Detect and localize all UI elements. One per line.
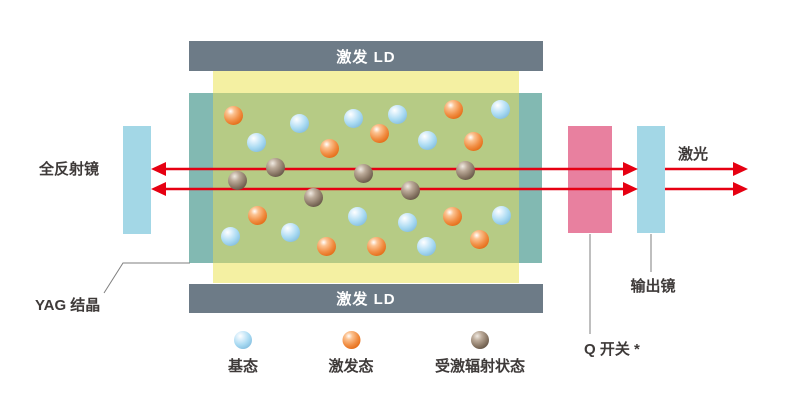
output-mirror-body xyxy=(637,126,665,233)
ground-state-ball-icon xyxy=(233,331,252,349)
excitation-ld-top-bar: 激发 LD xyxy=(189,41,543,71)
excited-state-ball-icon xyxy=(341,331,360,349)
cavity-beam-lower-arrow-left-icon xyxy=(151,182,166,196)
yag-crystal-body xyxy=(213,93,519,263)
total-reflector-mirror xyxy=(123,126,151,234)
output-beam-lower-arrow-icon xyxy=(733,182,748,196)
legend-item-excited-state: 激发态 xyxy=(328,331,374,376)
excitation-ld-bottom-bar: 激发 LD xyxy=(189,284,543,313)
crystal-end-face-right xyxy=(519,93,542,263)
yag-crystal-label: YAG 结晶 xyxy=(35,297,101,314)
q-switch-label: Q 开关 * xyxy=(584,341,640,358)
excitation-ld-top-label: 激发 LD xyxy=(336,48,396,66)
cavity-beam-upper-arrow-right-icon xyxy=(623,162,638,176)
stimulated-emission-ball-icon xyxy=(470,331,489,349)
cavity-beam-lower-arrow-right-icon xyxy=(623,182,638,196)
legend-label-stimulated-emission-state: 受激辐射状态 xyxy=(434,358,526,375)
excitation-ld-bottom-label: 激发 LD xyxy=(336,291,396,308)
yag-crystal-leader-line xyxy=(103,262,190,294)
crystal-end-face-left xyxy=(189,93,213,263)
cavity-beam-upper-arrow-left-icon xyxy=(151,162,166,176)
legend-item-stimulated-emission-state: 受激辐射状态 xyxy=(435,331,525,376)
legend-label-ground-state: 基态 xyxy=(227,358,259,375)
output-mirror-label: 输出镜 xyxy=(630,278,676,295)
legend-item-ground-state: 基态 xyxy=(228,331,258,376)
laser-output-label: 激光 xyxy=(678,146,709,163)
total-reflector-label: 全反射镜 xyxy=(39,161,100,178)
output-beam-upper-arrow-icon xyxy=(733,162,748,176)
q-switch-body xyxy=(568,126,612,233)
legend-label-excited-state: 激发态 xyxy=(328,358,374,375)
